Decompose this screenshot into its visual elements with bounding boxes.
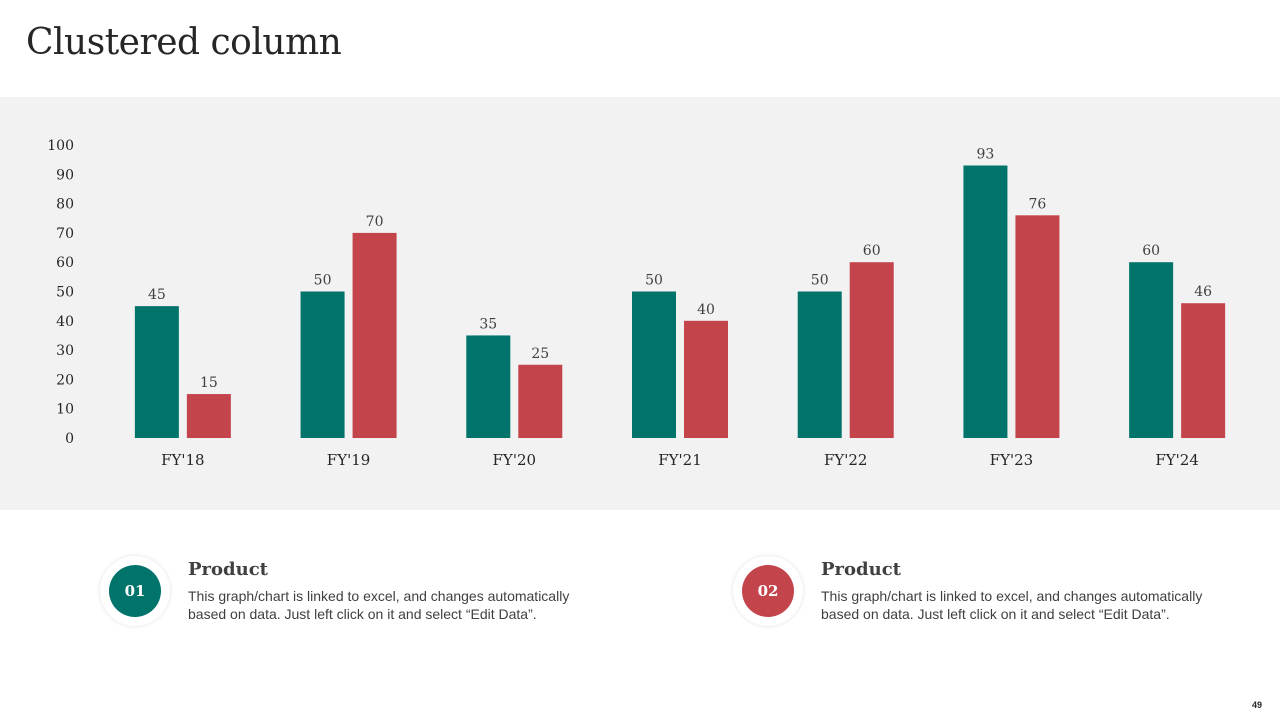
y-tick-label: 70 xyxy=(56,226,74,242)
bar-series-2-fy18[interactable] xyxy=(186,394,231,438)
bar-series-2-fy20[interactable] xyxy=(518,364,563,438)
data-label: 60 xyxy=(863,243,881,259)
y-tick-label: 80 xyxy=(56,197,74,213)
data-label: 46 xyxy=(1194,284,1212,300)
legend-badge-02: 02 xyxy=(742,565,794,617)
y-tick-label: 50 xyxy=(56,285,74,301)
x-tick-label: FY'20 xyxy=(493,451,537,469)
chart-bars xyxy=(134,165,1226,439)
data-label: 45 xyxy=(148,287,166,303)
bar-series-2-fy23[interactable] xyxy=(1015,215,1060,438)
chart-panel: 0 10 20 30 40 50 60 70 80 90 100 45 15 50 70 35 25 50 40 5… xyxy=(0,97,1280,510)
data-label: 50 xyxy=(645,273,663,289)
legend-description-01: This graph/chart is linked to excel, and… xyxy=(188,587,618,623)
data-label: 76 xyxy=(1029,196,1047,212)
bar-series-2-fy19[interactable] xyxy=(352,232,397,438)
y-tick-label: 30 xyxy=(56,343,74,359)
data-label: 40 xyxy=(697,302,715,318)
legend-title-02: Product xyxy=(821,559,901,580)
bar-series-1-fy22[interactable] xyxy=(797,291,842,439)
bar-series-1-fy19[interactable] xyxy=(300,291,345,439)
y-tick-label: 0 xyxy=(65,431,74,447)
legend-item-product-02: 02 Product This graph/chart is linked to… xyxy=(733,556,1253,628)
legend-description-01-line2: based on data. Just left click on it and… xyxy=(188,606,537,622)
y-axis-ticks: 0 10 20 30 40 50 60 70 80 90 100 xyxy=(47,138,74,447)
y-tick-label: 60 xyxy=(56,255,74,271)
bar-series-1-fy20[interactable] xyxy=(466,335,511,438)
clustered-column-chart[interactable]: 0 10 20 30 40 50 60 70 80 90 100 45 15 50 70 35 25 50 40 5… xyxy=(0,97,1280,510)
y-tick-label: 40 xyxy=(56,314,74,330)
data-label: 35 xyxy=(479,316,497,332)
legend-description-02-line2: based on data. Just left click on it and… xyxy=(821,606,1170,622)
bar-series-2-fy24[interactable] xyxy=(1181,303,1226,438)
data-label: 50 xyxy=(811,273,829,289)
data-label: 15 xyxy=(200,375,218,391)
x-tick-label: FY'23 xyxy=(990,451,1034,469)
legend-badge-ring: 02 xyxy=(733,556,803,626)
legend-item-product-01: 01 Product This graph/chart is linked to… xyxy=(100,556,620,628)
x-axis-ticks: FY'18 FY'19 FY'20 FY'21 FY'22 FY'23 FY'24 xyxy=(161,451,1199,469)
data-label: 93 xyxy=(977,147,995,163)
legend-badge-01: 01 xyxy=(109,565,161,617)
y-tick-label: 20 xyxy=(56,372,74,388)
bar-series-1-fy23[interactable] xyxy=(963,165,1008,438)
legend-description-01-line1: This graph/chart is linked to excel, and… xyxy=(188,588,570,604)
y-tick-label: 90 xyxy=(56,167,74,183)
slide-title: Clustered column xyxy=(26,22,342,63)
bar-series-2-fy22[interactable] xyxy=(849,262,894,438)
bar-series-1-fy21[interactable] xyxy=(632,291,676,439)
chart-data-labels: 45 15 50 70 35 25 50 40 50 60 93 76 60 46 xyxy=(148,147,1212,392)
x-tick-label: FY'18 xyxy=(161,451,205,469)
legend-description-02-line1: This graph/chart is linked to excel, and… xyxy=(821,588,1203,604)
x-tick-label: FY'24 xyxy=(1155,451,1199,469)
data-label: 70 xyxy=(366,214,384,230)
data-label: 60 xyxy=(1142,243,1160,259)
bar-series-1-fy18[interactable] xyxy=(134,306,179,438)
legend-description-02: This graph/chart is linked to excel, and… xyxy=(821,587,1251,623)
x-tick-label: FY'22 xyxy=(824,451,868,469)
bar-series-1-fy24[interactable] xyxy=(1129,262,1174,438)
data-label: 25 xyxy=(531,346,549,362)
legend-title-01: Product xyxy=(188,559,268,580)
x-tick-label: FY'21 xyxy=(658,451,702,469)
legend-badge-ring: 01 xyxy=(100,556,170,626)
x-tick-label: FY'19 xyxy=(327,451,371,469)
y-tick-label: 10 xyxy=(56,402,74,418)
page-number: 49 xyxy=(1251,700,1262,710)
bar-series-2-fy21[interactable] xyxy=(684,320,728,438)
data-label: 50 xyxy=(314,273,332,289)
y-tick-label: 100 xyxy=(47,138,74,154)
